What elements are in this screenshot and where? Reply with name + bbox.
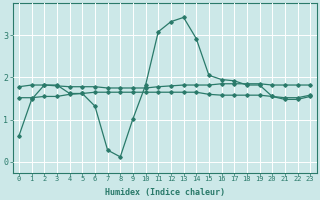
X-axis label: Humidex (Indice chaleur): Humidex (Indice chaleur) (105, 188, 225, 197)
